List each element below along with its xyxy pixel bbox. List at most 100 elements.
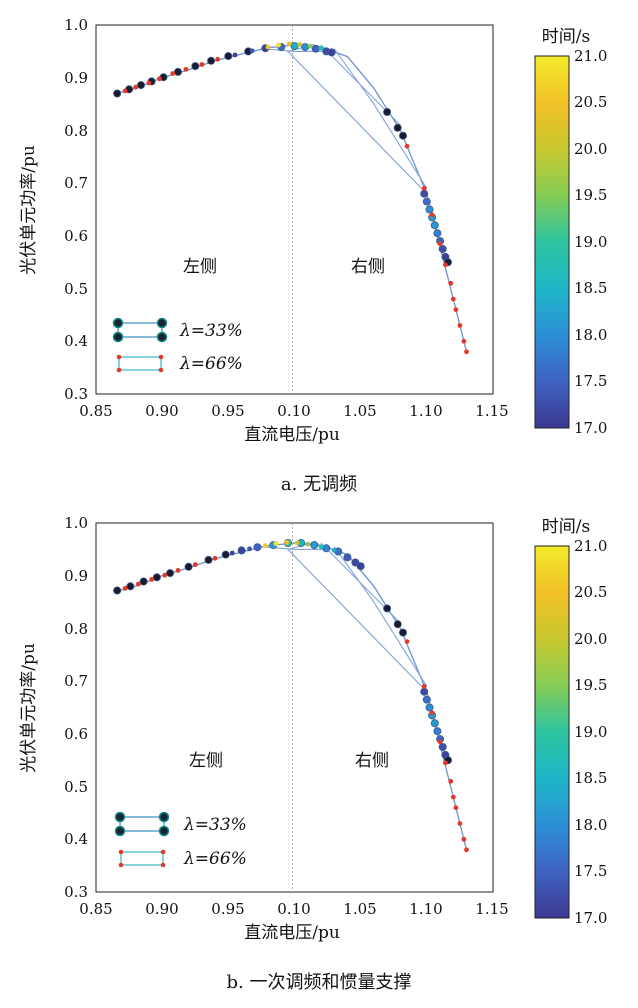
y-tick-label: 0.6 xyxy=(64,725,88,743)
data-point-lambda-33 xyxy=(438,244,447,253)
colorbar-tick-label: 17.0 xyxy=(574,909,607,927)
data-point-lambda-66 xyxy=(199,62,205,67)
colorbar-tick-label: 19.0 xyxy=(574,723,607,741)
legend-swatch-lambda-33 xyxy=(112,317,168,343)
colorbar-b: 时间/s 21.0 20.5 20.0 19.5 19.0 18.5 18.0 … xyxy=(534,517,607,927)
data-point-lambda-33 xyxy=(237,546,246,555)
legend-swatch-lambda-66 xyxy=(116,354,164,373)
data-point-lambda-66 xyxy=(429,212,435,218)
data-point-lambda-66 xyxy=(453,805,459,811)
x-tick-label: 0.10 xyxy=(277,402,310,420)
region-label-right: 右侧 xyxy=(355,751,389,771)
y-tick-label: 0.4 xyxy=(64,332,88,350)
data-point-lambda-66 xyxy=(276,42,281,48)
y-tick-label: 0.4 xyxy=(64,830,88,848)
data-point-lambda-66 xyxy=(448,778,454,784)
data-point-lambda-66 xyxy=(305,541,311,547)
colorbar-tick-label: 17.5 xyxy=(574,372,607,390)
colorbar-a: 时间/s 21.0 20.5 20.0 19.5 19.0 18.5 18.0 … xyxy=(534,27,607,437)
data-point-lambda-66 xyxy=(284,540,289,545)
data-point-lambda-66 xyxy=(162,572,168,578)
panel-b: 1.0 0.9 0.8 0.7 0.6 0.5 0.4 0.3 0.85 0.9… xyxy=(19,514,509,993)
data-point-lambda-66 xyxy=(429,710,435,716)
colorbar-tick-label: 19.5 xyxy=(574,186,607,204)
colorbar-tick-label: 20.5 xyxy=(574,93,607,111)
data-point-lambda-33 xyxy=(166,569,175,578)
legend-b: λ=33% λ=66% xyxy=(114,811,247,869)
legend-label: λ=33% xyxy=(179,321,243,341)
data-point-lambda-66 xyxy=(170,71,176,76)
colorbar-title: 时间/s xyxy=(542,27,590,47)
x-tick-label: 0.95 xyxy=(211,900,244,918)
colorbar-tick-label: 17.5 xyxy=(574,862,607,880)
legend-swatch-lambda-33 xyxy=(114,811,170,837)
plot-frame-b xyxy=(95,522,494,893)
legend-label: λ=66% xyxy=(183,849,247,869)
colorbar-tick-label: 18.5 xyxy=(574,279,607,297)
colorbar-tick-label: 19.5 xyxy=(574,676,607,694)
data-point-lambda-33 xyxy=(126,582,135,591)
y-tick-label: 0.3 xyxy=(64,883,88,901)
data-point-lambda-66 xyxy=(457,821,463,826)
data-point-lambda-66 xyxy=(421,186,427,191)
data-point-lambda-66 xyxy=(247,546,252,552)
data-point-lambda-33 xyxy=(136,81,145,90)
data-point-lambda-33 xyxy=(204,555,213,564)
y-tick-label: 0.8 xyxy=(64,122,88,140)
colorbar-tick-label: 20.0 xyxy=(574,140,607,158)
x-tick-label: 0.10 xyxy=(277,900,310,918)
data-point-lambda-33 xyxy=(425,205,434,214)
data-point-lambda-66 xyxy=(149,577,155,582)
data-point-lambda-33 xyxy=(393,620,402,629)
data-point-lambda-66 xyxy=(157,76,162,82)
data-point-lambda-33 xyxy=(301,43,310,52)
x-tick-label: 1.05 xyxy=(343,402,376,420)
plot-frame-a xyxy=(95,24,494,395)
x-axis-label: 直流电压/pu xyxy=(244,923,340,943)
data-point-lambda-66 xyxy=(192,562,198,567)
colorbar-title: 时间/s xyxy=(542,517,590,537)
data-point-lambda-66 xyxy=(464,349,469,355)
data-point-lambda-66 xyxy=(146,80,152,86)
data-point-lambda-66 xyxy=(318,544,324,550)
data-point-lambda-66 xyxy=(461,836,467,842)
data-point-lambda-33 xyxy=(420,189,429,198)
colorbar-gradient xyxy=(534,545,570,919)
data-point-lambda-33 xyxy=(152,573,161,582)
data-point-lambda-33 xyxy=(113,586,122,595)
data-point-lambda-66 xyxy=(457,323,463,328)
data-point-lambda-66 xyxy=(297,42,303,47)
data-point-lambda-66 xyxy=(450,296,456,302)
trajectory-line xyxy=(115,542,468,850)
data-point-lambda-66 xyxy=(232,52,238,58)
data-point-lambda-66 xyxy=(286,41,292,47)
data-point-lambda-33 xyxy=(356,562,365,571)
data-point-lambda-66 xyxy=(212,555,218,561)
data-point-lambda-33 xyxy=(438,743,447,752)
data-point-lambda-66 xyxy=(453,307,459,313)
y-tick-label: 0.9 xyxy=(64,69,88,87)
data-point-lambda-33 xyxy=(343,553,352,562)
trajectory-line xyxy=(115,44,468,352)
data-point-lambda-33 xyxy=(207,56,216,65)
data-point-lambda-66 xyxy=(464,847,469,853)
x-tick-label: 0.85 xyxy=(79,900,112,918)
data-point-lambda-66 xyxy=(215,56,221,62)
data-point-lambda-66 xyxy=(122,586,128,591)
y-tick-label: 0.9 xyxy=(64,567,88,585)
y-tick-label: 0.7 xyxy=(64,174,88,192)
trajectory-return-line xyxy=(333,546,428,687)
data-point-lambda-66 xyxy=(308,43,313,49)
y-tick-label: 0.7 xyxy=(64,672,88,690)
data-point-lambda-33 xyxy=(191,62,200,71)
colorbar-tick-label: 21.0 xyxy=(574,537,607,555)
data-point-lambda-33 xyxy=(310,541,319,550)
data-point-lambda-66 xyxy=(175,568,181,573)
colorbar-tick-label: 19.0 xyxy=(574,233,607,251)
x-tick-label: 1.10 xyxy=(409,900,442,918)
trajectory-return-line xyxy=(333,48,428,189)
y-tick-label: 0.5 xyxy=(64,280,88,298)
data-point-lambda-66 xyxy=(263,543,268,549)
data-point-lambda-33 xyxy=(253,543,262,552)
